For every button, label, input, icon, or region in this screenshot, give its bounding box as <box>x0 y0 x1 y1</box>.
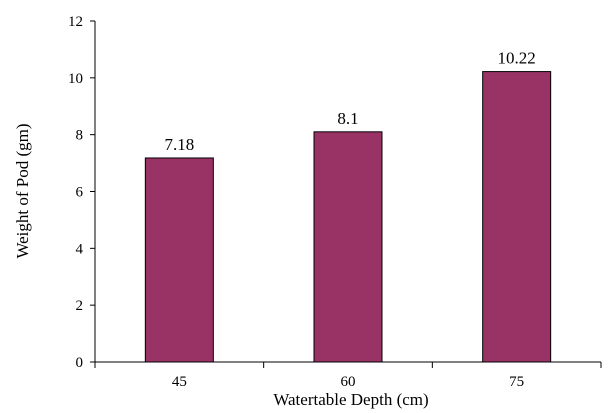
data-label: 7.18 <box>164 135 194 154</box>
data-label: 8.1 <box>337 109 358 128</box>
y-tick-label: 12 <box>68 14 83 30</box>
y-tick-label: 0 <box>76 355 84 371</box>
x-tick-label: 75 <box>509 374 524 390</box>
y-tick-label: 10 <box>68 71 83 87</box>
x-axis-title: Watertable Depth (cm) <box>273 390 428 409</box>
x-tick-label: 60 <box>341 374 356 390</box>
data-label: 10.22 <box>498 49 536 68</box>
y-axis-title: Weight of Pod (gm) <box>13 123 32 258</box>
y-tick-label: 2 <box>76 298 84 314</box>
bar <box>313 131 383 363</box>
y-tick-label: 4 <box>76 241 84 257</box>
plot-area: 0 2 4 6 8 10 12 45 7.18 60 8.1 75 10.22 <box>68 14 602 390</box>
bar <box>144 157 214 363</box>
x-tick-label: 45 <box>172 374 187 390</box>
y-tick-label: 6 <box>76 185 84 201</box>
bar <box>482 71 552 363</box>
y-tick-label: 8 <box>76 128 84 144</box>
